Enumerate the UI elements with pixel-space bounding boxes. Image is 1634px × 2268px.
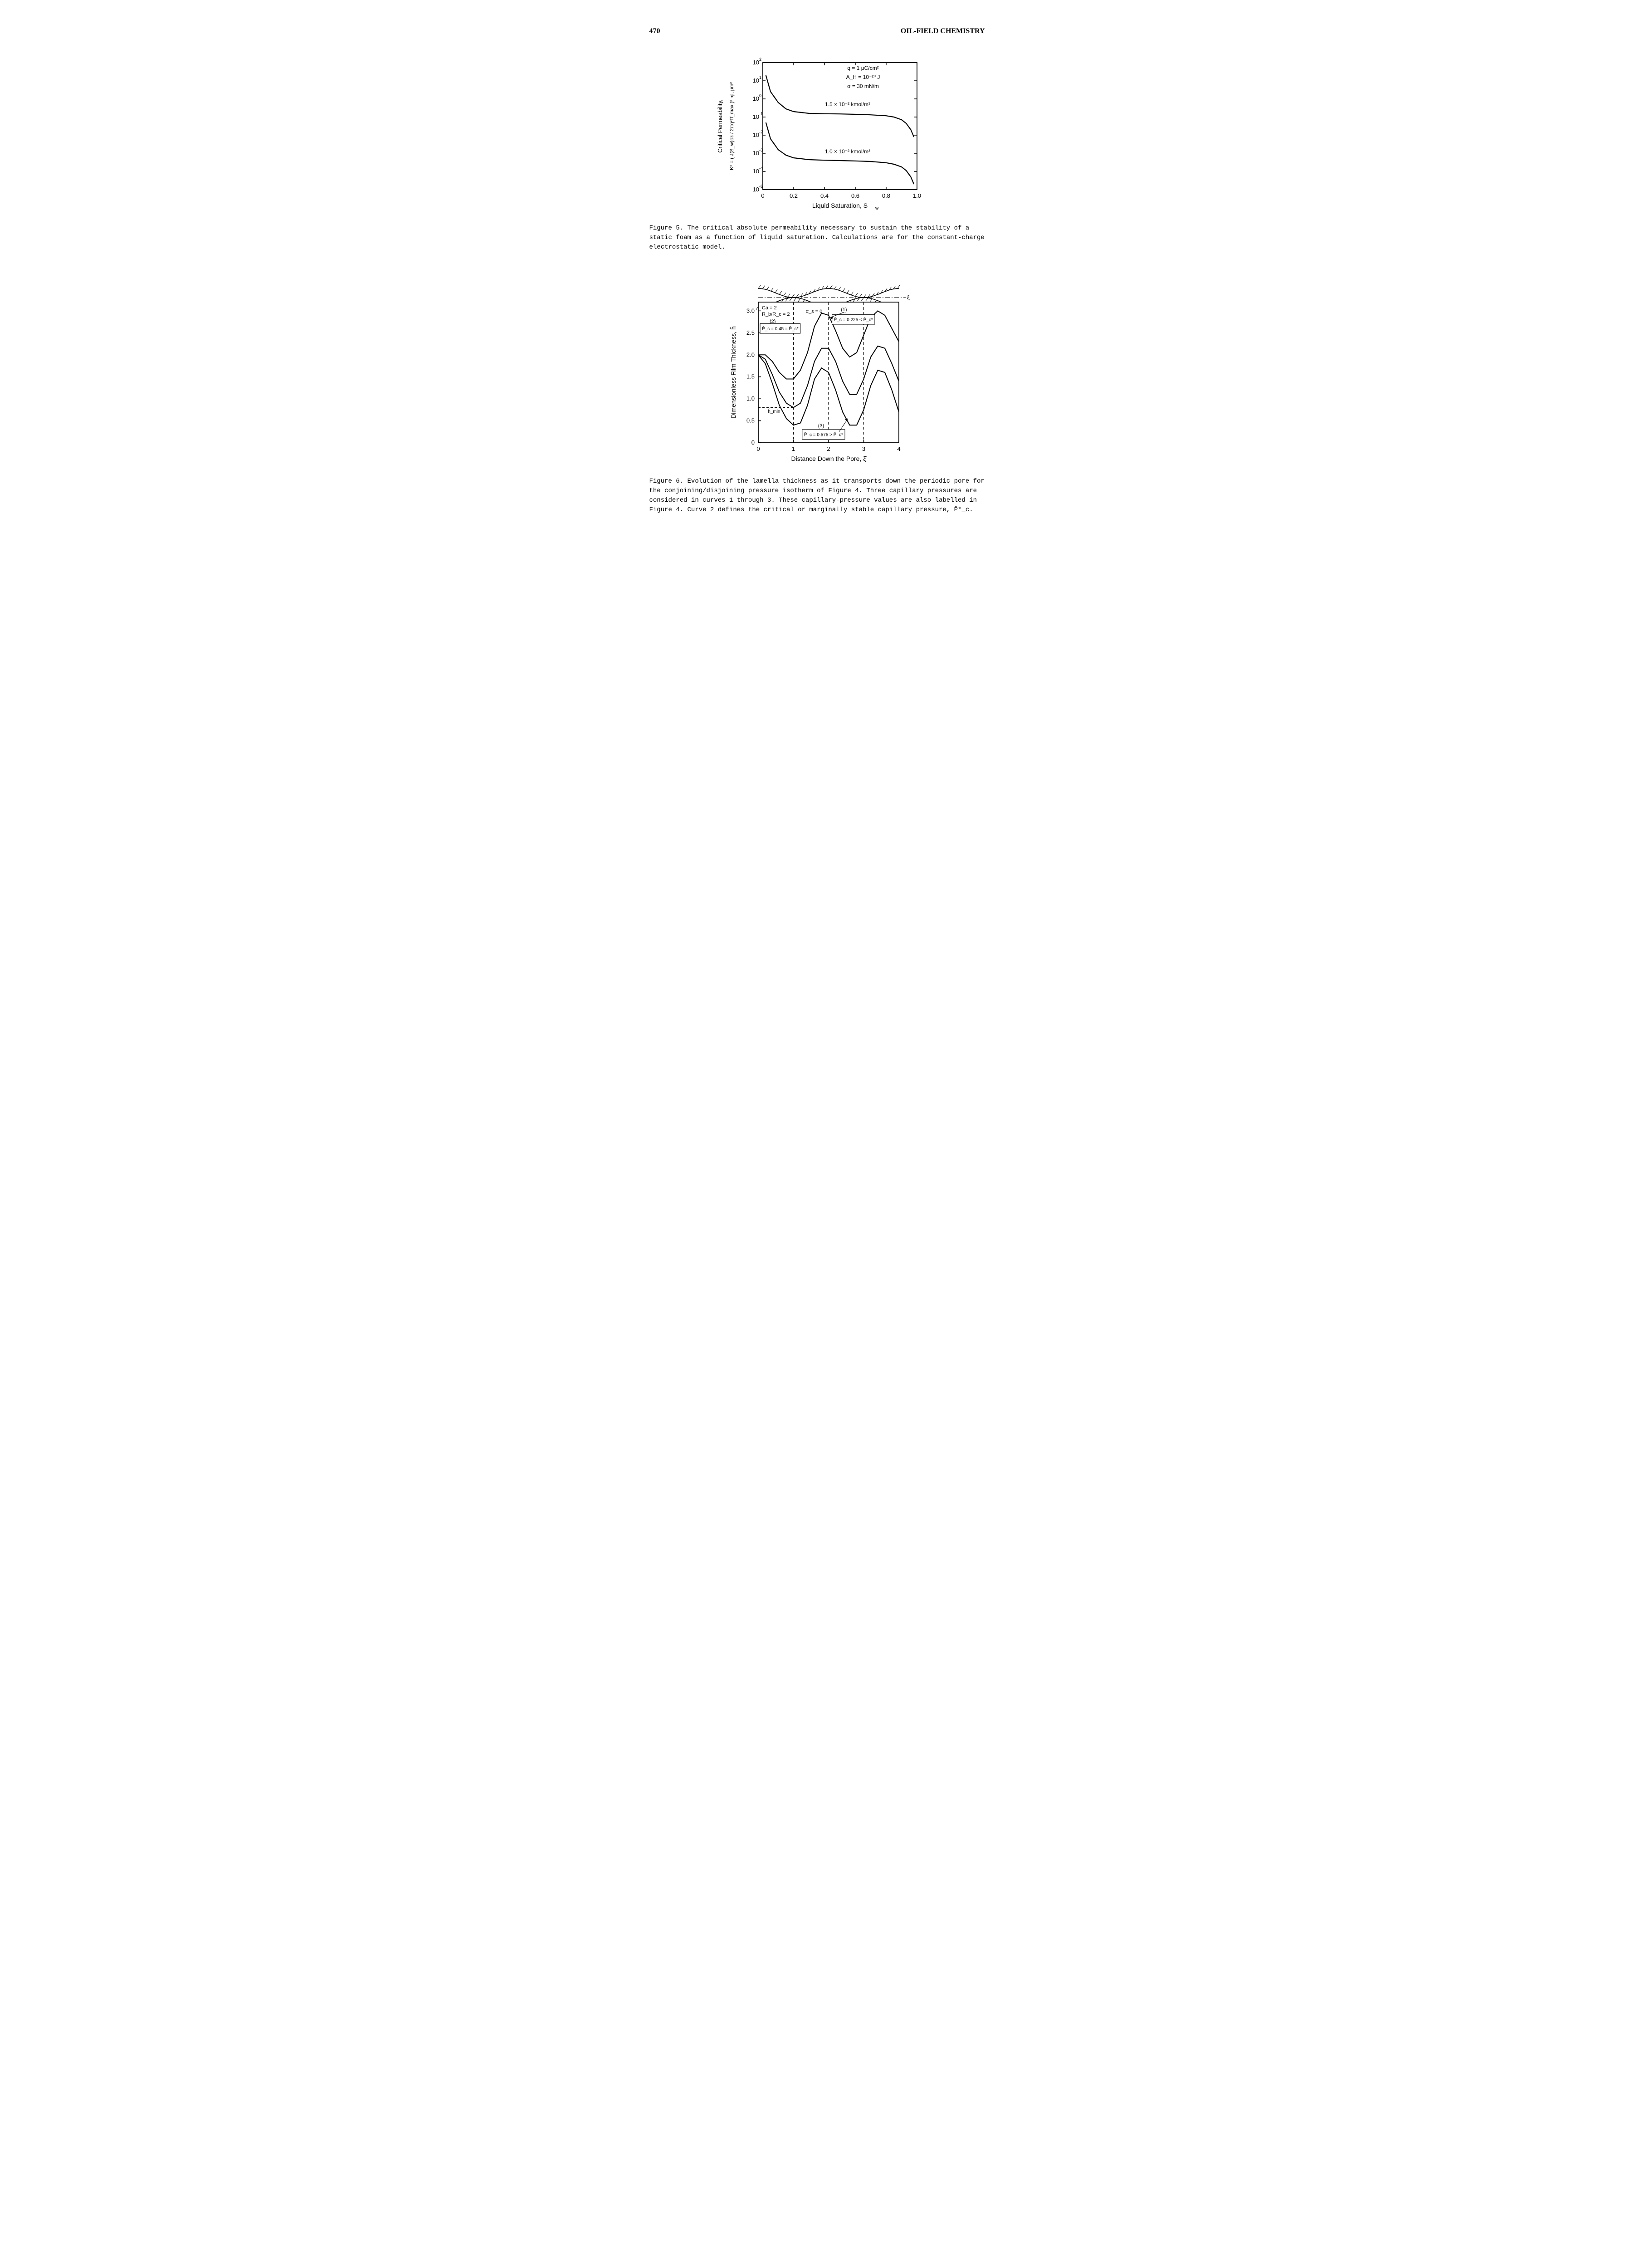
figure-6-caption-text: Figure 6. Evolution of the lamella thick… [649,478,985,513]
svg-text:0.8: 0.8 [882,192,890,199]
svg-text:1: 1 [791,445,795,452]
svg-text:ξ: ξ [907,294,910,301]
svg-text:10: 10 [752,95,759,102]
svg-text:3.0: 3.0 [746,307,754,314]
svg-text:A_H = 10⁻²⁰ J: A_H = 10⁻²⁰ J [846,74,880,80]
svg-text:1.5 × 10⁻² kmol/m³: 1.5 × 10⁻² kmol/m³ [824,101,870,108]
svg-text:Dimensionless Film Thickness,: Dimensionless Film Thickness, ĥ [729,326,737,419]
figure-6-svg: ξ 0 1 2 3 4 0 0.5 1.0 1.5 2.0 2.5 3.0 ĥ_min Ca = 2R_b/… [722,270,912,470]
page-number: 470 [649,27,660,35]
svg-text:0.6: 0.6 [851,192,859,199]
svg-text:0.4: 0.4 [820,192,828,199]
svg-text:K* = ( J(S_w)σε / 2πq²Π̂_max ): K* = ( J(S_w)σε / 2πq²Π̂_max )² ·φ, μm² [729,82,735,170]
svg-text:ĥ_min: ĥ_min [768,408,780,414]
svg-text:α_s = 0: α_s = 0 [805,309,822,314]
page-header: 470 OIL-FIELD CHEMISTRY [649,27,985,35]
svg-text:-3: -3 [759,148,763,152]
page: 470 OIL-FIELD CHEMISTRY 10-510-410-310-2… [613,0,1021,560]
svg-text:1.0: 1.0 [746,395,754,402]
svg-text:-2: -2 [759,130,763,134]
svg-text:1.5: 1.5 [746,373,754,380]
svg-text:10: 10 [752,59,759,66]
svg-text:4: 4 [897,445,900,452]
svg-text:1.0 × 10⁻² kmol/m³: 1.0 × 10⁻² kmol/m³ [824,148,870,155]
svg-text:2: 2 [827,445,830,452]
svg-text:-5: -5 [759,184,763,189]
figure-5: 10-510-410-310-210-110010110200.20.40.60… [649,54,985,217]
svg-text:0.5: 0.5 [746,417,754,424]
svg-text:0.2: 0.2 [789,192,797,199]
svg-text:P̂_c = 0.575 > P̂_c*: P̂_c = 0.575 > P̂_c* [804,431,843,438]
svg-text:Ca = 2: Ca = 2 [762,305,777,311]
svg-text:-4: -4 [759,166,763,171]
figure-6-caption: Figure 6. Evolution of the lamella thick… [649,477,985,515]
svg-text:10: 10 [752,186,759,193]
figure-6-caption-symbol: P̂*_c [954,506,970,513]
svg-text:-1: -1 [759,112,763,116]
svg-text:10: 10 [752,77,759,84]
running-head: OIL-FIELD CHEMISTRY [901,27,985,35]
svg-text:w: w [875,206,879,211]
svg-text:Distance Down the Pore, ξ̂: Distance Down the Pore, ξ̂ [791,455,867,462]
svg-text:0: 0 [751,439,754,446]
svg-text:10: 10 [752,113,759,120]
svg-text:q = 1 μC/cm²: q = 1 μC/cm² [847,65,878,71]
svg-text:Critical Permeability,: Critical Permeability, [717,99,723,153]
svg-text:10: 10 [752,150,759,156]
svg-text:2: 2 [759,57,761,62]
figure-5-svg: 10-510-410-310-210-110010110200.20.40.60… [708,54,926,217]
figure-6: ξ 0 1 2 3 4 0 0.5 1.0 1.5 2.0 2.5 3.0 ĥ_min Ca = 2R_b/… [649,270,985,470]
svg-text:P̂_c = 0.225 < P̂_c*: P̂_c = 0.225 < P̂_c* [834,316,873,323]
figure-5-caption: Figure 5. The critical absolute permeabi… [649,224,985,252]
svg-text:(1): (1) [841,307,847,313]
svg-text:3: 3 [862,445,865,452]
figure-6-caption-end: . [969,506,973,513]
svg-text:0: 0 [761,192,764,199]
svg-text:1.0: 1.0 [912,192,921,199]
svg-text:2.0: 2.0 [746,351,754,358]
svg-text:P̂_c = 0.45 = P̂_c*: P̂_c = 0.45 = P̂_c* [762,325,799,332]
svg-text:10: 10 [752,168,759,175]
svg-text:0: 0 [756,445,760,452]
svg-text:(3): (3) [818,423,824,429]
svg-text:2.5: 2.5 [746,329,754,336]
svg-text:σ = 30 mN/m: σ = 30 mN/m [847,83,879,89]
svg-text:10: 10 [752,132,759,138]
svg-text:1: 1 [759,75,761,80]
svg-text:R_b/R_c = 2: R_b/R_c = 2 [762,312,790,317]
svg-text:0: 0 [759,93,761,98]
svg-text:Liquid Saturation, S: Liquid Saturation, S [812,202,867,209]
